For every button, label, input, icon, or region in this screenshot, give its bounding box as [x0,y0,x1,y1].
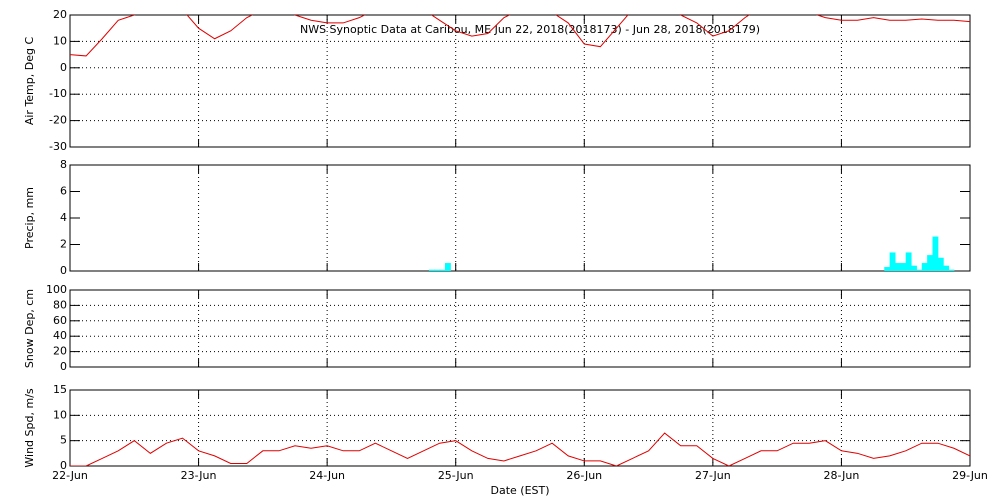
y-tick-label: 0 [60,360,67,373]
y-tick-label: 100 [46,283,67,296]
x-axis-label: Date (EST) [490,484,549,497]
y-tick-label: 10 [53,34,67,47]
line [70,432,970,466]
bar [943,265,950,271]
bar [916,269,923,271]
chart-title: NWS Synoptic Data at Caribou, ME Jun 22,… [300,23,760,36]
series [70,432,970,466]
y-tick-label: 15 [53,383,67,396]
y-tick-label: 80 [53,298,67,311]
line [70,15,970,57]
x-tick-label: 29-Jun [952,469,988,482]
plot-frame [69,289,971,368]
y-tick-label: 5 [60,434,67,447]
series [428,236,955,271]
plot-frame [69,389,971,467]
x-tick-label: 26-Jun [566,469,602,482]
y-tick-label: 40 [53,329,67,342]
bar [445,263,451,271]
bar [911,265,917,271]
bar [428,269,435,271]
bar [884,267,891,271]
y-tick-label: -30 [49,140,67,153]
y-axis-label: Precip, mm [23,187,36,249]
bar [439,269,446,271]
x-tick-label: 23-Jun [181,469,217,482]
bar [932,236,939,271]
x-tick-label: 24-Jun [309,469,345,482]
bar [937,257,944,271]
bar [900,263,907,271]
bar [895,263,901,271]
y-tick-label: 6 [60,185,67,198]
x-tick-label: 25-Jun [438,469,474,482]
y-tick-label: -20 [49,114,67,127]
y-axis-label: Snow Dep, cm [23,289,36,368]
y-tick-label: 10 [53,408,67,421]
y-axis-label: Wind Spd, m/s [23,388,36,468]
y-tick-label: 4 [60,211,67,224]
y-tick-label: 60 [53,314,67,327]
y-tick-label: 0 [60,264,67,277]
bar [948,269,955,271]
y-axis-label: Air Temp, Deg C [23,37,36,126]
plot-frame [69,14,971,148]
x-tick-label: 28-Jun [824,469,860,482]
bar [927,255,933,271]
x-tick-label: 22-Jun [52,469,88,482]
y-tick-label: -10 [49,87,67,100]
y-tick-label: 0 [60,459,67,472]
y-tick-label: 8 [60,158,67,171]
series [70,15,970,57]
y-tick-label: 2 [60,238,67,251]
y-tick-label: 20 [53,8,67,21]
bar [434,269,441,271]
y-tick-label: 20 [53,345,67,358]
plot-frame [69,164,971,272]
bar [921,263,928,271]
bar [889,252,896,271]
y-tick-label: 0 [60,61,67,74]
bar [905,252,912,271]
x-tick-label: 27-Jun [695,469,731,482]
